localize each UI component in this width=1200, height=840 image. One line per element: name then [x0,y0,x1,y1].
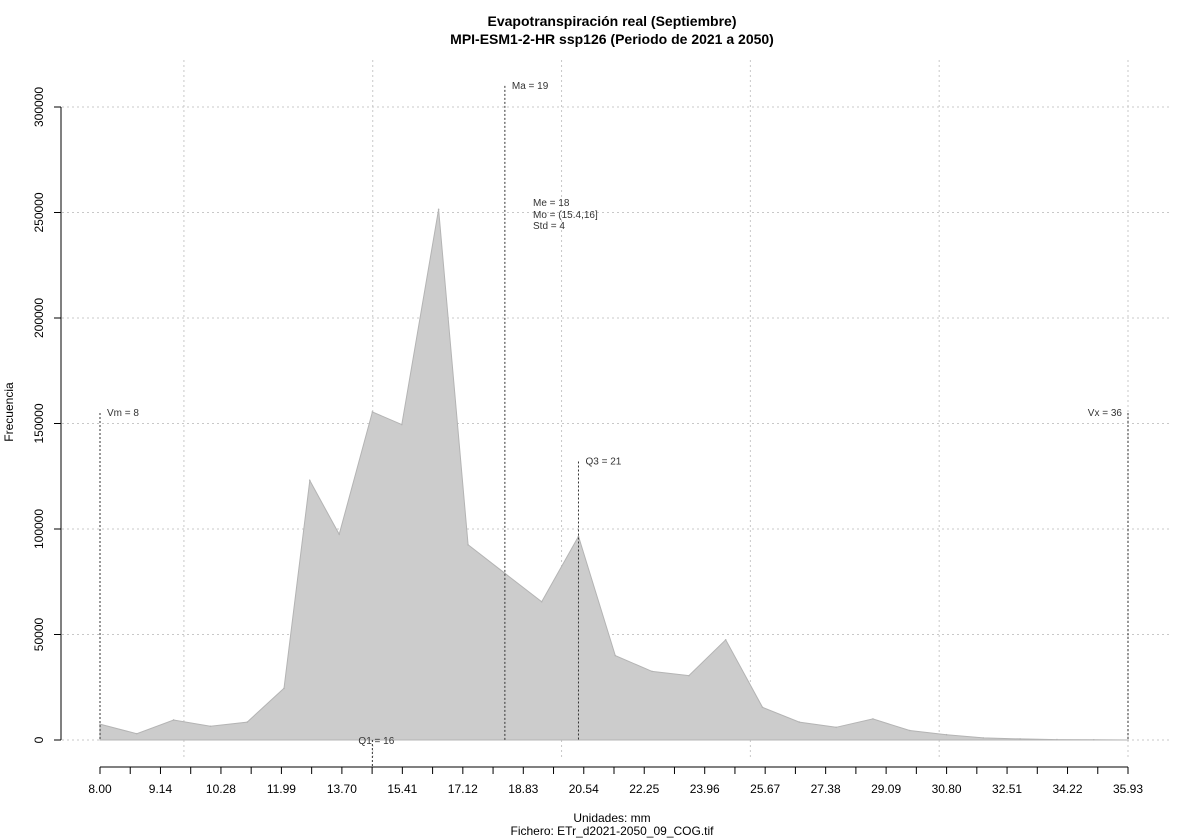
data-point-3 [209,725,212,728]
y-tick-label-1: 50000 [32,617,46,651]
data-point-5 [283,687,285,690]
data-point-27 [1056,738,1058,741]
x-tick-label-1: 9.14 [149,782,173,796]
y-tick-label-5: 250000 [32,192,46,232]
x-tick-label-16: 34.22 [1053,782,1083,796]
data-point-16 [651,670,653,673]
x-tick-label-13: 29.09 [871,782,901,796]
x-tick-label-0: 8.00 [88,782,112,796]
data-point-24 [945,733,948,736]
x-tick-label-3: 11.99 [267,782,296,796]
x-tick-label-5: 15.41 [387,782,417,796]
stat-std-label: Std = 4 [533,221,565,232]
data-point-19 [761,706,764,709]
data-point-0 [99,723,101,725]
data-point-25 [982,737,985,739]
data-point-26 [1019,738,1021,740]
x-tick-label-9: 22.25 [629,782,659,796]
chart-subtitle: MPI-ESM1-2-HR ssp126 (Periodo de 2021 a … [450,31,774,47]
data-point-4 [246,721,249,723]
marker-label-3: Q3 = 21 [585,456,621,467]
data-point-18 [724,638,727,641]
data-point-12 [504,572,506,575]
y-tick-label-6: 300000 [32,87,46,127]
y-tick-label-3: 150000 [32,403,46,443]
stat-markers: Vm = 8 Ma = 19 Q1 = 16 Q3 = 21 Vx = 36 [99,81,1129,767]
data-point-17 [688,674,690,677]
data-point-9 [401,423,403,426]
data-point-28 [1092,738,1095,741]
stats-annotation: Me = 18 Mo = (15.4,16] Std = 4 [533,198,598,232]
marker-label-4: Vx = 36 [1088,408,1123,419]
x-tick-label-15: 32.51 [992,782,1022,796]
data-point-22 [872,718,874,720]
axes: 0 50000 100000 150000 200000 250000 300000 8.00… [32,87,1143,796]
histogram-area [99,208,1129,741]
data-point-14 [577,535,580,538]
data-point-2 [172,719,175,721]
data-point-8 [371,411,374,413]
data-point-21 [835,726,837,729]
marker-label-1: Ma = 19 [512,81,549,92]
data-point-29 [1127,739,1129,741]
x-tick-label-11: 25.67 [750,782,780,796]
data-point-11 [467,544,469,546]
y-tick-label-0: 0 [32,736,46,743]
data-point-1 [136,732,138,735]
chart-title: Evapotranspiración real (Septiembre) [488,13,737,29]
stat-mode-label: Mo = (15.4,16] [533,210,598,221]
x-tick-label-6: 17.12 [448,782,478,796]
stat-median-label: Me = 18 [533,198,570,209]
x-tick-label-10: 23.96 [690,782,720,796]
y-tick-label-4: 200000 [32,298,46,338]
data-point-23 [908,729,911,732]
frequency-area [99,209,1129,741]
y-axis-title: Frecuencia [2,382,16,442]
x-tick-label-2: 10.28 [206,782,236,796]
x-axis-title: Unidades: mm [573,811,650,825]
x-tick-label-12: 27.38 [811,782,841,796]
x-tick-label-4: 13.70 [327,782,357,796]
data-point-6 [308,479,311,482]
y-tick-label-2: 100000 [32,509,46,549]
x-tick-label-14: 30.80 [932,782,962,796]
data-point-20 [798,721,801,723]
data-point-13 [540,600,543,603]
marker-label-0: Vm = 8 [107,408,139,419]
data-point-10 [437,208,440,211]
x-tick-label-7: 18.83 [508,782,538,796]
x-tick-label-8: 20.54 [569,782,599,796]
footer-filename: Fichero: ETr_d2021-2050_09_COG.tif [511,824,715,838]
x-tick-label-17: 35.93 [1113,782,1143,796]
marker-label-2: Q1 = 16 [358,736,394,747]
data-point-15 [614,654,617,657]
grid-lines [62,60,1170,757]
data-point-7 [338,533,341,536]
